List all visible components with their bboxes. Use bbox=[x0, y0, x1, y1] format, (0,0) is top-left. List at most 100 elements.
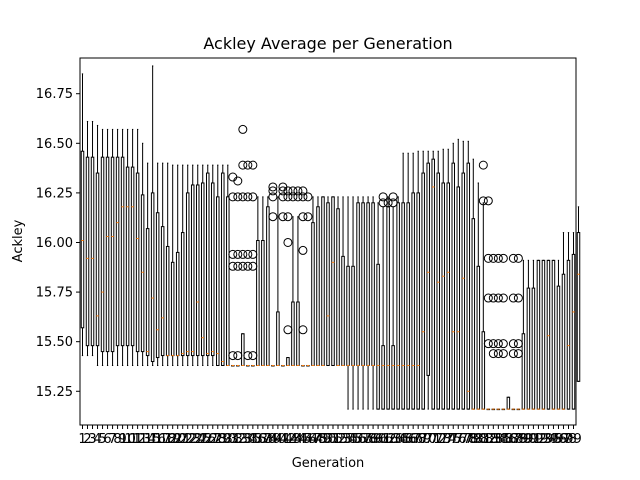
box-group bbox=[190, 164, 195, 366]
box-group bbox=[321, 196, 325, 366]
x-tick-label: 47 bbox=[305, 432, 322, 447]
flier-point bbox=[248, 192, 258, 202]
x-tick-label: 80 bbox=[470, 432, 487, 447]
box-iqr bbox=[90, 156, 95, 347]
box-iqr bbox=[576, 232, 581, 382]
x-tick-label: 25 bbox=[194, 432, 211, 447]
box-iqr bbox=[221, 172, 225, 366]
x-tick-label: 74 bbox=[440, 432, 457, 447]
flier-point bbox=[283, 212, 293, 222]
flier-point bbox=[278, 186, 288, 196]
x-tick-label: 18 bbox=[159, 432, 176, 447]
flier-point bbox=[298, 212, 308, 222]
box-group bbox=[388, 192, 398, 410]
x-tick-label: 45 bbox=[295, 432, 312, 447]
flier-point bbox=[508, 253, 518, 263]
x-tick-label: 8 bbox=[113, 432, 121, 447]
flier-point bbox=[498, 293, 508, 303]
x-tick-label: 70 bbox=[420, 432, 437, 447]
box-iqr bbox=[200, 182, 205, 357]
box-group bbox=[316, 196, 320, 366]
x-tick-label: 28 bbox=[210, 432, 227, 447]
box-group bbox=[531, 259, 536, 410]
flier-point bbox=[478, 196, 488, 206]
x-axis: 1234567891011121314151617181920212223242… bbox=[78, 425, 582, 447]
x-tick-label: 82 bbox=[480, 432, 497, 447]
y-axis: 15.25 15.50 15.75 16.00 16.25 16.50 16.75 bbox=[36, 87, 80, 400]
box-iqr bbox=[95, 172, 100, 347]
x-tick-label: 81 bbox=[475, 432, 492, 447]
flier-point bbox=[493, 349, 503, 359]
box-group bbox=[346, 196, 350, 410]
box-group bbox=[145, 162, 150, 366]
y-tick-label: 16.75 bbox=[36, 87, 73, 102]
flier-point bbox=[508, 293, 518, 303]
box-group bbox=[441, 148, 445, 410]
flier-point bbox=[508, 339, 518, 349]
flier-point bbox=[278, 212, 288, 222]
box-group bbox=[216, 164, 220, 366]
x-tick-label: 52 bbox=[330, 432, 347, 447]
flier-point bbox=[303, 192, 313, 202]
box-iqr bbox=[190, 184, 195, 357]
box-group bbox=[140, 142, 145, 366]
flier-point bbox=[498, 349, 508, 359]
x-tick-label: 67 bbox=[405, 432, 422, 447]
box-iqr bbox=[416, 192, 420, 410]
x-tick-label: 33 bbox=[235, 432, 252, 447]
box-iqr bbox=[105, 156, 110, 353]
box-group bbox=[556, 259, 561, 410]
box-group bbox=[248, 160, 258, 367]
x-tick-label: 21 bbox=[174, 432, 191, 447]
x-tick-label: 1 bbox=[78, 432, 86, 447]
box-group bbox=[206, 164, 210, 366]
x-tick-label: 10 bbox=[119, 432, 136, 447]
flier-point bbox=[498, 339, 508, 349]
x-tick-label: 15 bbox=[144, 432, 161, 447]
x-tick-label: 99 bbox=[565, 432, 582, 447]
box-group bbox=[228, 172, 238, 367]
box-group bbox=[165, 162, 170, 366]
box-iqr bbox=[145, 228, 150, 357]
box-group bbox=[456, 138, 461, 410]
box-iqr bbox=[401, 202, 405, 410]
box-group bbox=[421, 150, 425, 410]
flier-point bbox=[483, 253, 493, 263]
x-tick-label: 43 bbox=[285, 432, 302, 447]
box-group bbox=[513, 253, 523, 411]
x-tick-label: 20 bbox=[169, 432, 186, 447]
box-group bbox=[401, 152, 405, 410]
x-tick-label: 13 bbox=[134, 432, 151, 447]
flier-point bbox=[493, 293, 503, 303]
flier-point bbox=[243, 160, 253, 170]
flier-point bbox=[488, 293, 498, 303]
box-group bbox=[130, 128, 135, 366]
box-group bbox=[536, 259, 541, 410]
x-tick-label: 53 bbox=[335, 432, 352, 447]
flier-point bbox=[513, 253, 523, 263]
box-group bbox=[476, 182, 481, 410]
box-group bbox=[471, 158, 476, 410]
box-iqr bbox=[436, 172, 440, 410]
box-group bbox=[266, 196, 270, 366]
box-group bbox=[493, 253, 503, 411]
flier-point bbox=[233, 192, 243, 202]
box-iqr bbox=[206, 172, 210, 357]
x-tick-label: 84 bbox=[490, 432, 507, 447]
box-group bbox=[478, 160, 488, 410]
x-tick-label: 59 bbox=[365, 432, 382, 447]
box-iqr bbox=[461, 172, 466, 410]
box-iqr bbox=[135, 172, 140, 353]
y-tick-label: 15.75 bbox=[36, 286, 73, 301]
x-tick-label: 71 bbox=[425, 432, 442, 447]
box-group bbox=[411, 152, 415, 410]
box-group bbox=[211, 164, 215, 366]
box-group bbox=[80, 73, 85, 357]
y-axis-label: Ackley bbox=[11, 219, 26, 262]
x-tick-label: 56 bbox=[350, 432, 367, 447]
box-iqr bbox=[431, 158, 435, 410]
box-iqr bbox=[211, 182, 215, 357]
box-group bbox=[356, 196, 360, 410]
box-group bbox=[303, 192, 313, 367]
x-tick-label: 5 bbox=[98, 432, 106, 447]
